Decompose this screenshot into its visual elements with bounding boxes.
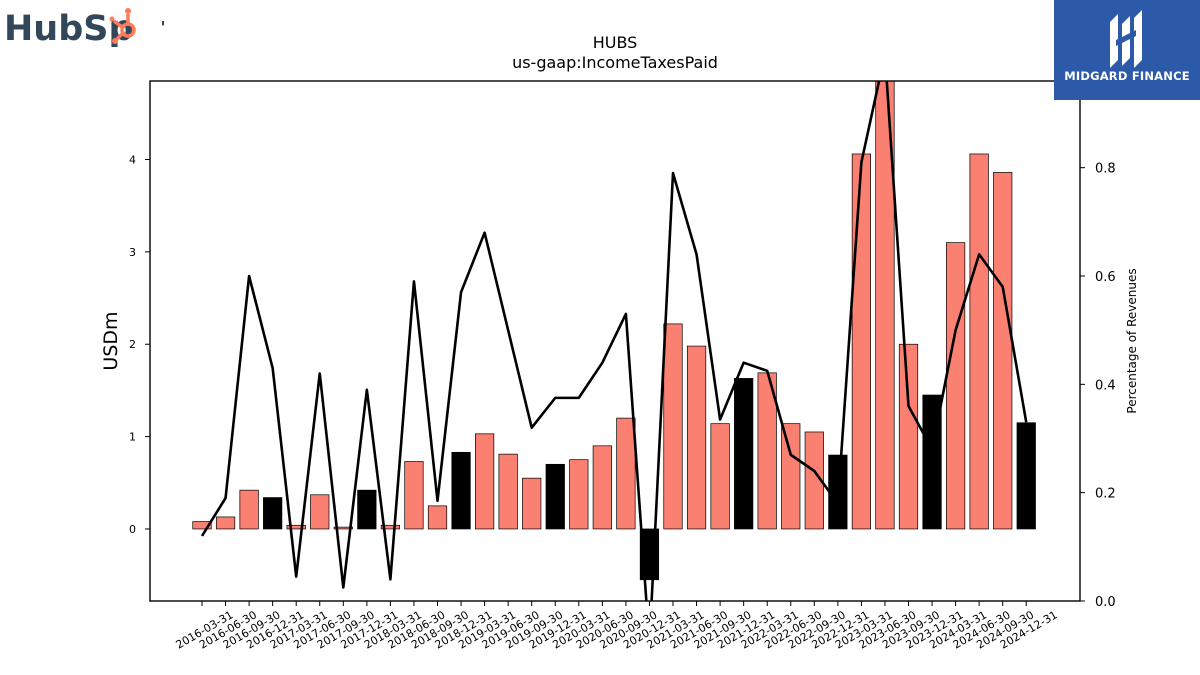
bar-2024-09-30 [993, 172, 1013, 530]
bar-2023-09-30 [898, 343, 919, 530]
y2-tick-label-0.8: 0.8 [1095, 162, 1116, 177]
bar-2021-06-30 [686, 345, 707, 530]
y-tick-label-4: 4 [129, 154, 136, 167]
bar-2024-06-30 [969, 153, 989, 530]
bar-2019-03-31 [475, 433, 495, 530]
y2-axis-label: Percentage of Revenues [1125, 268, 1139, 413]
bar-2018-12-31 [451, 451, 471, 530]
bar-2016-12-31 [263, 497, 283, 530]
midgard-finance-text: MIDGARD FINANCE [1064, 69, 1190, 83]
y2-tick-label-0.4: 0.4 [1095, 378, 1116, 393]
y-tick-label-3: 3 [129, 246, 136, 259]
bar-2021-12-31 [734, 378, 754, 530]
bar-2021-03-31 [663, 323, 683, 530]
y-tick-label-2: 2 [129, 338, 136, 351]
bar-2022-09-30 [804, 431, 824, 530]
bar-2018-06-30 [404, 461, 424, 530]
y2-tick-label-0: 0.0 [1095, 595, 1116, 610]
bar-2020-03-31 [569, 459, 589, 530]
y-axis-label: USDm [100, 311, 122, 370]
bar-2020-09-30 [616, 417, 636, 530]
chart-subtitle: us-gaap:IncomeTaxesPaid [512, 53, 718, 72]
bar-2016-03-31 [192, 521, 212, 530]
bar-2022-06-30 [781, 423, 801, 530]
y-tick-label-0: 0 [129, 523, 136, 536]
bar-2016-09-30 [239, 489, 259, 530]
bar-2019-09-30 [522, 477, 542, 530]
midgard-finance-logo: MIDGARD FINANCE [1054, 0, 1200, 100]
y-tick-label-1: 1 [129, 431, 136, 444]
hubspot-logo-text: HubSpt [4, 9, 164, 49]
bar-2023-03-31 [851, 153, 872, 530]
bar-2024-03-31 [945, 242, 966, 530]
midgard-mark-icon [1110, 10, 1142, 68]
y2-tick-label-0.2: 0.2 [1095, 487, 1116, 502]
bar-2019-06-30 [498, 453, 518, 530]
bar-2019-12-31 [545, 463, 565, 530]
bar-2016-06-30 [215, 516, 236, 530]
bar-2018-09-30 [427, 505, 448, 530]
bar-2017-06-30 [310, 494, 330, 530]
bar-2017-09-30 [333, 526, 353, 530]
bar-2017-12-31 [357, 489, 377, 530]
bar-2017-03-31 [286, 524, 306, 530]
bar-2021-09-30 [710, 423, 730, 530]
sprocket-icon [109, 8, 136, 44]
y2-tick-label-0.6: 0.6 [1095, 270, 1116, 285]
hubspot-logo: HubSpt [4, 2, 178, 54]
percentage-line [200, 81, 1028, 601]
bar-2023-06-30 [875, 81, 895, 530]
bar-2018-03-31 [380, 524, 400, 530]
bar-series [192, 81, 1036, 581]
bar-2020-06-30 [592, 445, 612, 530]
chart-title: HUBS [593, 33, 638, 52]
plot-frame [149, 80, 1081, 602]
plot-area: 012340.00.20.40.60.82016-03-312016-06-30… [129, 80, 1116, 652]
bar-2024-12-31 [1016, 422, 1036, 530]
